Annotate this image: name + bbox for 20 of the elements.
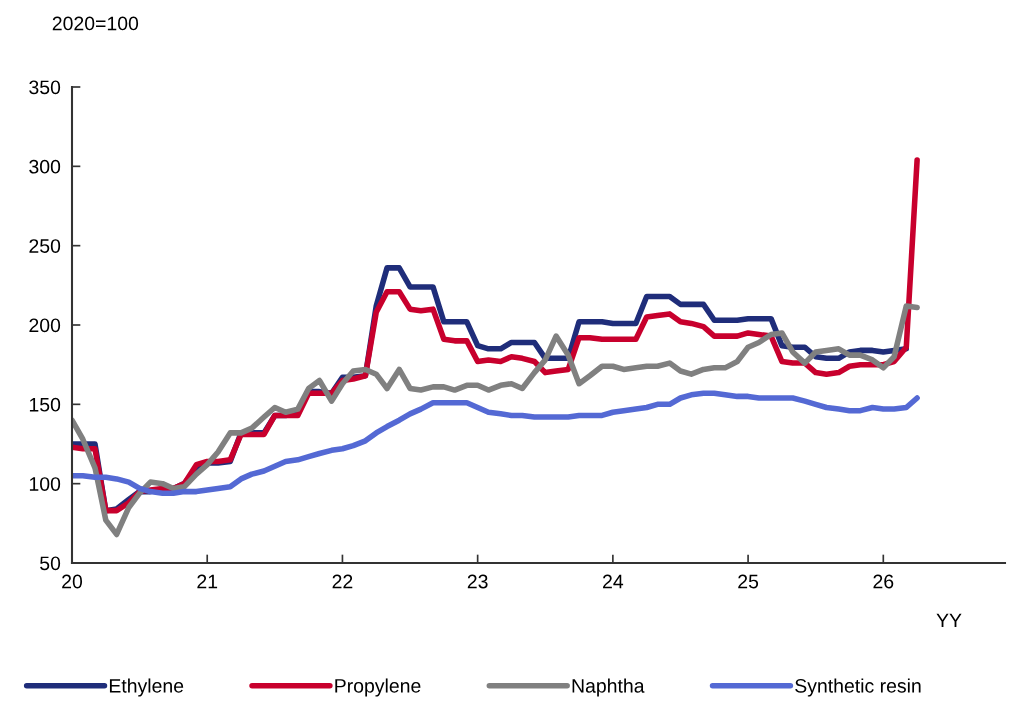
x-tick-label: 20 [62, 574, 83, 589]
legend-label: Synthetic resin [795, 678, 921, 697]
y-axis-title: 2020=100 [52, 16, 139, 31]
y-tick-label: 100 [29, 477, 61, 491]
legend-label: Propylene [335, 678, 421, 697]
y-tick-label: 350 [29, 80, 61, 95]
x-tick-label: 22 [332, 574, 353, 589]
x-tick-label: 25 [738, 574, 759, 589]
y-tick-label: 50 [40, 556, 61, 571]
x-axis-title: YY [936, 613, 962, 628]
y-tick-label: 150 [29, 397, 61, 412]
y-tick-label: 300 [29, 159, 61, 174]
legend-label: Ethylene [109, 678, 184, 697]
x-tick-label: 21 [197, 574, 218, 589]
x-tick-label: 24 [603, 574, 624, 589]
legend-label: Naphtha [572, 678, 645, 697]
y-tick-label: 250 [29, 239, 61, 253]
y-tick-label: 200 [29, 318, 61, 333]
x-tick-label: 23 [467, 574, 488, 589]
x-tick-label: 26 [873, 574, 894, 589]
